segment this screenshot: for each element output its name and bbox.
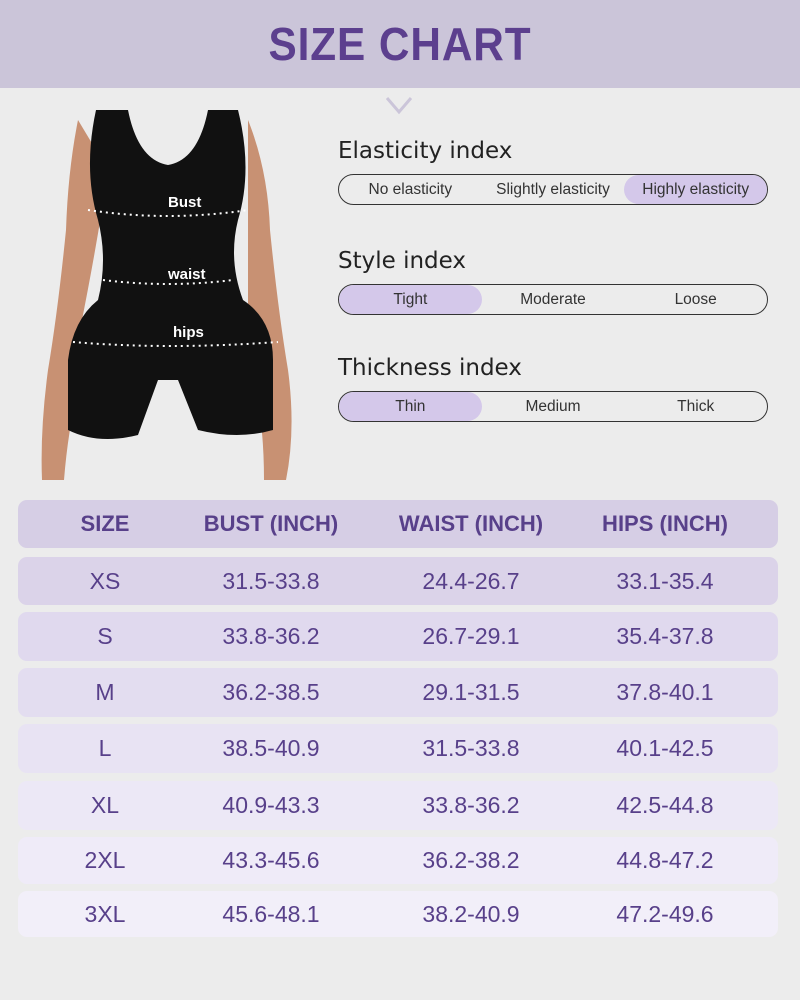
option-thick: Thick xyxy=(677,397,715,415)
title-banner: SIZE CHART xyxy=(0,0,800,88)
style-index: Style index Tight Moderate Loose xyxy=(338,248,768,315)
thickness-title: Thickness index xyxy=(338,355,522,381)
option-loose: Loose xyxy=(674,290,717,308)
bust-label: Bust xyxy=(168,194,202,211)
header-cell: WAIST (INCH) xyxy=(398,511,544,536)
option-slightly-elasticity: Slightly elasticity xyxy=(496,180,610,198)
table-cell: 45.6-48.1 xyxy=(222,900,320,927)
table-row: 3XL 45.6-48.1 38.2-40.9 47.2-49.6 xyxy=(18,891,778,937)
table-cell: 40.9-43.3 xyxy=(222,792,320,818)
table-cell: 31.5-33.8 xyxy=(222,567,320,594)
table-cell: XL xyxy=(90,792,120,818)
page-title: SIZE CHART xyxy=(268,18,532,70)
table-row: XL 40.9-43.3 33.8-36.2 42.5-44.8 xyxy=(18,781,778,830)
option-no-elasticity: No elasticity xyxy=(368,180,453,198)
option-highly-elasticity: Highly elasticity xyxy=(624,175,767,204)
table-row: 2XL 43.3-45.6 36.2-38.2 44.8-47.2 xyxy=(18,837,778,884)
table-cell: 44.8-47.2 xyxy=(616,847,714,873)
table-cell: 36.2-38.5 xyxy=(222,679,320,705)
option-medium: Medium xyxy=(525,397,581,415)
table-cell: 26.7-29.1 xyxy=(422,623,520,649)
elasticity-index: Elasticity index No elasticity Slightly … xyxy=(338,138,768,205)
elasticity-title: Elasticity index xyxy=(338,138,513,164)
table-cell: 31.5-33.8 xyxy=(422,735,520,761)
table-cell: 42.5-44.8 xyxy=(616,792,714,818)
table-cell: XS xyxy=(89,567,121,594)
header-cell: HIPS (INCH) xyxy=(602,511,728,536)
table-cell: 2XL xyxy=(84,847,126,873)
table-row: S 33.8-36.2 26.7-29.1 35.4-37.8 xyxy=(18,612,778,661)
table-row: M 36.2-38.5 29.1-31.5 37.8-40.1 xyxy=(18,668,778,717)
thickness-index: Thickness index Thin Medium Thick xyxy=(338,355,768,422)
table-cell: 33.8-36.2 xyxy=(422,792,520,818)
table-cell: 36.2-38.2 xyxy=(422,847,520,873)
option-tight: Tight xyxy=(339,285,482,314)
table-cell: 43.3-45.6 xyxy=(222,847,320,873)
option-thin: Thin xyxy=(339,392,482,421)
waist-label: waist xyxy=(168,266,206,283)
style-scale: Tight Moderate Loose xyxy=(338,284,768,315)
table-cell: 29.1-31.5 xyxy=(422,679,520,705)
table-cell: 33.8-36.2 xyxy=(222,623,320,649)
table-cell: 38.5-40.9 xyxy=(222,735,320,761)
table-cell: M xyxy=(95,679,115,705)
table-cell: 38.2-40.9 xyxy=(422,900,520,927)
header-cell: BUST (INCH) xyxy=(203,511,339,536)
table-cell: 40.1-42.5 xyxy=(616,735,714,761)
chevron-down-icon xyxy=(385,97,413,115)
table-cell: 35.4-37.8 xyxy=(616,623,714,649)
table-cell: 33.1-35.4 xyxy=(616,567,714,594)
thickness-scale: Thin Medium Thick xyxy=(338,391,768,422)
option-moderate: Moderate xyxy=(520,290,586,308)
table-row: XS 31.5-33.8 24.4-26.7 33.1-35.4 xyxy=(18,557,778,605)
table-cell: 24.4-26.7 xyxy=(422,567,520,594)
table-cell: 47.2-49.6 xyxy=(616,900,714,927)
table-cell: 37.8-40.1 xyxy=(616,679,714,705)
table-cell: L xyxy=(98,735,112,761)
product-image: Bust waist hips xyxy=(38,110,298,482)
hips-label: hips xyxy=(173,324,204,341)
table-cell: 3XL xyxy=(84,900,126,927)
table-cell: S xyxy=(97,623,113,649)
style-title: Style index xyxy=(338,248,467,274)
header-cell: SIZE xyxy=(80,511,130,536)
table-header: SIZE BUST (INCH) WAIST (INCH) HIPS (INCH… xyxy=(18,500,778,548)
table-row: L 38.5-40.9 31.5-33.8 40.1-42.5 xyxy=(18,724,778,773)
elasticity-scale: No elasticity Slightly elasticity Highly… xyxy=(338,174,768,205)
